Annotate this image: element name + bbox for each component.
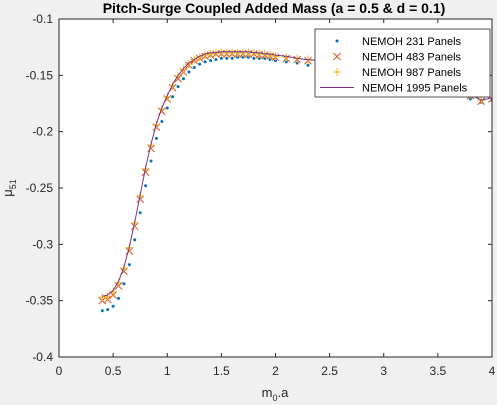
data-point	[106, 308, 110, 312]
data-point-stroke	[488, 98, 492, 103]
y-tick-label: -0.2	[32, 125, 53, 139]
data-point	[127, 263, 131, 267]
data-point	[133, 238, 137, 242]
data-point	[274, 59, 277, 63]
data-point	[282, 53, 291, 62]
legend-item-1: NEMOH 483 Panels	[333, 52, 462, 64]
data-point	[268, 58, 272, 62]
x-tick-label: 2	[272, 364, 279, 378]
data-point	[144, 184, 148, 188]
data-point	[246, 55, 250, 59]
data-point	[203, 60, 207, 64]
data-point	[198, 62, 202, 66]
data-point	[111, 304, 115, 308]
data-point	[468, 97, 472, 101]
svg-text:m0.a: m0.a	[262, 385, 289, 403]
data-point	[98, 293, 107, 302]
y-tick-label: -0.3	[32, 237, 53, 251]
x-axis-label: m0.a	[262, 385, 289, 403]
data-point	[488, 93, 492, 102]
x-tick-label: 0	[56, 364, 63, 378]
data-point	[266, 51, 275, 60]
y-label-subscript: 51	[8, 179, 18, 189]
data-point	[117, 296, 121, 300]
legend-item-0: NEMOH 231 Panels	[335, 36, 462, 48]
legend-box	[314, 28, 491, 98]
data-point	[252, 56, 256, 60]
legend-swatch	[333, 68, 341, 76]
y-tick-label: -0.1	[32, 12, 53, 26]
y-tick-label: -0.4	[32, 350, 53, 364]
data-point	[236, 55, 240, 59]
legend-swatch-stroke	[333, 52, 341, 61]
data-point	[160, 120, 164, 124]
data-point	[209, 59, 213, 63]
data-point	[179, 65, 188, 74]
data-point	[109, 287, 118, 296]
data-point	[114, 278, 123, 287]
data-point	[165, 106, 169, 110]
y-tick-label: -0.15	[26, 68, 54, 82]
svg-text:μ51: μ51	[0, 179, 18, 197]
legend-item-2: NEMOH 987 Panels	[333, 67, 462, 79]
data-point	[184, 60, 193, 69]
data-point	[171, 95, 175, 99]
data-point	[206, 49, 215, 58]
data-point	[181, 77, 185, 81]
data-point	[271, 52, 280, 61]
y-tick-label: -0.35	[26, 294, 54, 308]
plot-border	[58, 18, 493, 358]
data-point	[154, 136, 158, 140]
data-point	[306, 63, 310, 67]
x-tick-label: 1.5	[213, 364, 230, 378]
legend-label: NEMOH 483 Panels	[362, 52, 462, 64]
legend-item-3: NEMOH 1995 Panels	[320, 83, 468, 95]
data-point	[230, 56, 234, 60]
y-axis: -0.1 -0.15 -0.2 -0.25 -0.3 -0.35 -0.4	[26, 12, 492, 364]
data-point	[225, 56, 229, 60]
legend-swatch	[333, 52, 341, 61]
data-point	[241, 55, 245, 59]
x-label-suffix: .a	[278, 385, 290, 400]
x-tick-label: 0.5	[105, 364, 122, 378]
chart-title: Pitch-Surge Coupled Added Mass (a = 0.5 …	[103, 0, 446, 16]
data-point	[122, 282, 126, 286]
legend-label: NEMOH 987 Panels	[362, 67, 462, 79]
legend-swatch	[335, 39, 339, 43]
data-point	[174, 72, 183, 81]
x-label-base: m	[262, 385, 273, 400]
x-tick-label: 3	[380, 364, 387, 378]
data-point	[138, 211, 142, 215]
data-point	[257, 56, 261, 60]
data-point	[103, 292, 112, 301]
data-point	[100, 309, 104, 313]
x-axis: 0 0.5 1 1.5 2 2.5 3 3.5 4	[56, 19, 496, 378]
x-label-subscript: 0	[272, 393, 277, 403]
legend: NEMOH 231 Panels NEMOH 483 Panels NEMOH 98…	[314, 28, 491, 98]
x-tick-label: 4	[489, 364, 496, 378]
data-point	[149, 159, 153, 163]
data-point	[219, 56, 223, 60]
data-point	[263, 56, 267, 60]
x-tick-label: 1	[164, 364, 171, 378]
x-tick-label: 3.5	[430, 364, 447, 378]
y-axis-label: μ51	[0, 179, 18, 197]
data-point	[192, 65, 196, 69]
data-point	[295, 61, 299, 65]
data-point	[187, 70, 191, 74]
data-point	[284, 60, 288, 64]
y-tick-label: -0.25	[26, 181, 54, 195]
legend-label: NEMOH 231 Panels	[362, 36, 462, 48]
data-point	[214, 58, 218, 62]
y-label-base: μ	[0, 189, 15, 197]
data-point	[176, 85, 180, 89]
legend-label: NEMOH 1995 Panels	[362, 83, 468, 95]
x-tick-label: 2.5	[321, 364, 338, 378]
